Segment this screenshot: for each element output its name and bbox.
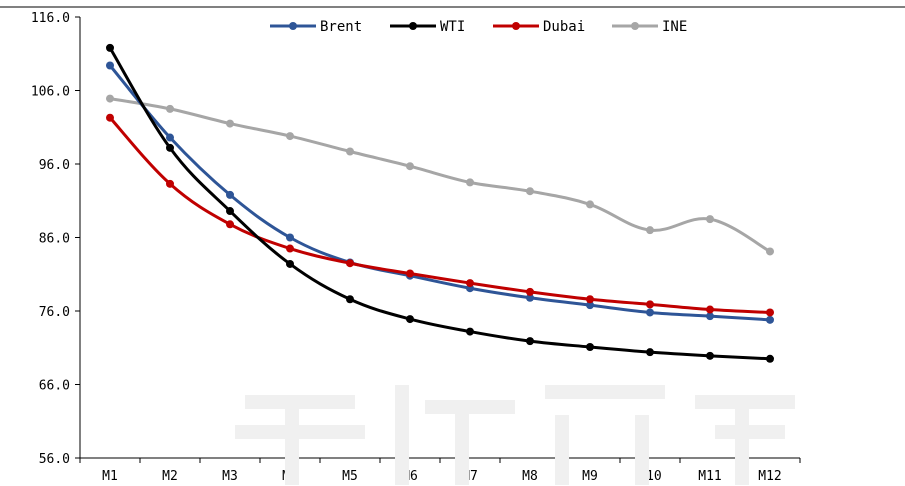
data-point-dubai (166, 179, 174, 188)
data-point-dubai (766, 308, 774, 317)
data-point-brent (766, 315, 774, 324)
data-point-brent (286, 233, 294, 242)
data-point-brent (646, 308, 654, 317)
data-point-wti (286, 259, 294, 268)
y-tick-label: 86.0 (39, 232, 70, 247)
data-point-wti (346, 295, 354, 304)
x-tick-label: M1 (102, 469, 118, 484)
data-point-dubai (286, 244, 294, 253)
data-point-dubai (106, 113, 114, 122)
data-point-dubai (226, 220, 234, 229)
series-wti (106, 43, 774, 363)
series-brent (106, 61, 774, 324)
y-tick-label: 106.0 (31, 85, 70, 100)
data-point-ine (406, 162, 414, 171)
data-point-brent (706, 312, 714, 321)
data-point-wti (106, 43, 114, 52)
data-point-dubai (346, 259, 354, 268)
legend-item-wti: WTI (390, 19, 465, 35)
data-point-dubai (406, 269, 414, 278)
data-point-ine (766, 247, 774, 256)
legend-swatch-marker (409, 22, 417, 30)
legend-label: Dubai (543, 19, 585, 35)
legend-label: Brent (320, 19, 362, 35)
data-point-wti (646, 348, 654, 357)
data-point-brent (166, 133, 174, 142)
x-tick-label: M5 (342, 469, 358, 484)
legend-swatch-marker (289, 22, 297, 30)
watermark-logo (235, 385, 795, 485)
legend-swatch-marker (631, 22, 639, 30)
data-point-dubai (706, 305, 714, 314)
data-point-brent (586, 301, 594, 310)
x-tick-label: M12 (758, 469, 781, 484)
data-point-brent (106, 61, 114, 70)
data-point-wti (466, 327, 474, 336)
y-tick-label: 96.0 (39, 158, 70, 173)
data-point-wti (706, 351, 714, 360)
data-point-dubai (646, 300, 654, 309)
data-point-wti (406, 315, 414, 324)
y-tick-label: 116.0 (31, 11, 70, 26)
data-point-ine (706, 215, 714, 224)
x-tick-label: M9 (582, 469, 598, 484)
series-dubai (106, 113, 774, 317)
y-tick-label: 66.0 (39, 379, 70, 394)
y-tick-label: 56.0 (39, 452, 70, 467)
data-point-ine (166, 104, 174, 113)
data-point-ine (286, 132, 294, 141)
legend: Brent WTI Dubai INE (270, 19, 687, 35)
data-point-ine (586, 200, 594, 209)
data-point-wti (526, 337, 534, 346)
data-point-wti (586, 343, 594, 352)
data-point-ine (226, 119, 234, 128)
data-point-wti (166, 143, 174, 152)
x-tick-label: M11 (698, 469, 721, 484)
data-point-wti (766, 354, 774, 363)
legend-item-ine: INE (612, 19, 687, 35)
series-ine (106, 94, 774, 256)
data-point-dubai (586, 295, 594, 304)
data-point-wti (226, 207, 234, 216)
data-point-ine (106, 94, 114, 103)
data-point-ine (346, 147, 354, 156)
data-point-brent (226, 190, 234, 199)
data-point-brent (526, 293, 534, 302)
legend-item-dubai: Dubai (493, 19, 585, 35)
data-point-dubai (526, 287, 534, 296)
legend-item-brent: Brent (270, 19, 362, 35)
legend-label: WTI (440, 19, 465, 35)
x-tick-label: M8 (522, 469, 538, 484)
series-line-wti (108, 47, 771, 361)
x-tick-label: M3 (222, 469, 238, 484)
legend-swatch-marker (512, 22, 520, 30)
y-tick-label: 76.0 (39, 305, 70, 320)
series-layer (106, 43, 774, 363)
data-point-ine (466, 178, 474, 187)
legend-label: INE (662, 19, 687, 35)
data-point-ine (646, 226, 654, 235)
x-tick-label: M2 (162, 469, 178, 484)
data-point-dubai (466, 279, 474, 288)
data-point-ine (526, 187, 534, 196)
axes: 116.0106.096.086.076.066.056.0M1M2M3M4M5… (31, 11, 801, 484)
